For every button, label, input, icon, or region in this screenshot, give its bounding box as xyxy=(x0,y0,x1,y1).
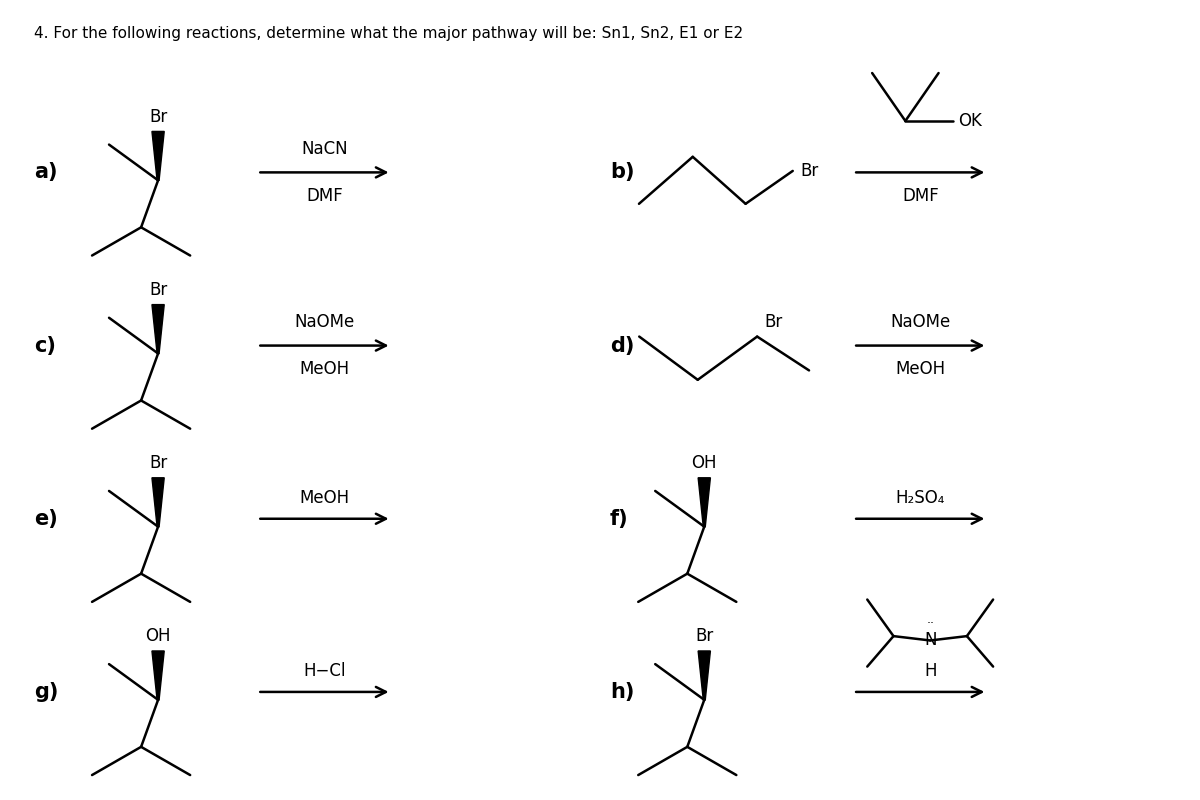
Text: MeOH: MeOH xyxy=(895,361,946,378)
Polygon shape xyxy=(698,478,710,526)
Text: Br: Br xyxy=(695,627,713,646)
Text: c): c) xyxy=(34,335,56,355)
Text: h): h) xyxy=(610,682,635,702)
Polygon shape xyxy=(152,651,164,700)
Text: NaOMe: NaOMe xyxy=(294,313,354,330)
Text: H: H xyxy=(924,662,936,680)
Text: d): d) xyxy=(610,335,635,355)
Text: Br: Br xyxy=(149,108,167,126)
Text: DMF: DMF xyxy=(902,187,938,206)
Polygon shape xyxy=(698,651,710,700)
Text: DMF: DMF xyxy=(306,187,343,206)
Text: OK: OK xyxy=(958,112,982,130)
Text: N: N xyxy=(924,631,936,650)
Text: MeOH: MeOH xyxy=(299,489,349,507)
Text: NaOMe: NaOMe xyxy=(890,313,950,330)
Text: f): f) xyxy=(610,509,629,529)
Text: e): e) xyxy=(34,509,58,529)
Text: H−Cl: H−Cl xyxy=(304,662,346,680)
Text: Br: Br xyxy=(764,313,782,330)
Text: OH: OH xyxy=(145,627,170,646)
Text: Br: Br xyxy=(149,454,167,472)
Polygon shape xyxy=(152,478,164,526)
Text: ··: ·· xyxy=(926,617,934,630)
Text: OH: OH xyxy=(691,454,718,472)
Polygon shape xyxy=(152,305,164,354)
Text: g): g) xyxy=(34,682,59,702)
Text: Br: Br xyxy=(149,281,167,299)
Text: H₂SO₄: H₂SO₄ xyxy=(895,489,944,507)
Text: 4. For the following reactions, determine what the major pathway will be: Sn1, S: 4. For the following reactions, determin… xyxy=(34,26,743,41)
Text: a): a) xyxy=(34,162,58,182)
Text: Br: Br xyxy=(800,162,818,180)
Text: NaCN: NaCN xyxy=(301,139,348,158)
Text: MeOH: MeOH xyxy=(299,361,349,378)
Text: b): b) xyxy=(610,162,635,182)
Polygon shape xyxy=(152,131,164,180)
